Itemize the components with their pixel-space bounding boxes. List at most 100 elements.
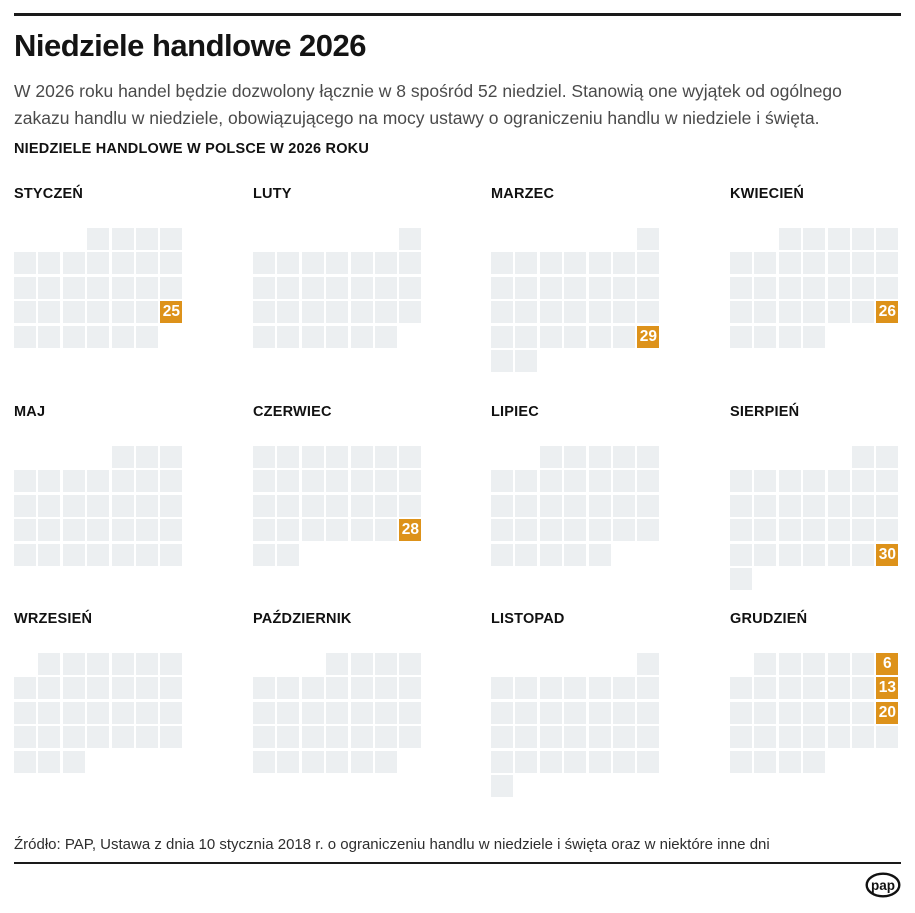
empty-cell: [589, 228, 611, 250]
day-cell: [588, 543, 611, 566]
day-cell: [637, 519, 660, 542]
day-cell: [111, 701, 134, 724]
day-cell: [160, 677, 183, 700]
day-cell: [564, 701, 587, 724]
day-cell: [253, 325, 275, 348]
day-cell: [87, 325, 110, 348]
day-cell: [612, 494, 635, 517]
day-cell: [612, 470, 635, 493]
month-title-styczen: STYCZEŃ: [14, 186, 84, 202]
trading-sunday-cell: 6: [876, 653, 899, 675]
day-cell: [851, 301, 874, 324]
day-cell: [301, 494, 324, 517]
day-cell: [564, 494, 587, 517]
day-cell: [851, 677, 874, 700]
day-cell: [326, 276, 349, 299]
day-cell: [876, 494, 899, 517]
day-cell: [350, 470, 373, 493]
month-luty: LUTY: [253, 187, 491, 405]
day-cell: [350, 325, 373, 348]
day-cell: [160, 494, 183, 517]
day-cell: [827, 494, 850, 517]
empty-cell: [515, 653, 537, 675]
month-title-listopad: LISTOPAD: [491, 611, 565, 627]
month-title-wrzesien: WRZESIEŃ: [14, 611, 93, 627]
day-cell: [160, 543, 183, 566]
day-cell: [515, 276, 538, 299]
day-cell: [111, 252, 134, 275]
day-cell: [350, 276, 373, 299]
day-cell: [111, 519, 134, 542]
page-title: Niedziele handlowe 2026: [14, 28, 367, 63]
day-cell: [564, 325, 587, 348]
day-cell: [491, 325, 513, 348]
months-grid: STYCZEŃ 25 LUTY MARZEC 29 KWIECIEŃ 26 MAJ CZERWI…: [14, 187, 901, 797]
day-cell: [253, 701, 275, 724]
day-cell: [612, 446, 635, 468]
day-cell: [803, 726, 826, 749]
day-cell: [301, 701, 324, 724]
day-cell: [350, 301, 373, 324]
day-cell: [564, 750, 587, 773]
day-cell: [111, 276, 134, 299]
day-cell: [491, 543, 513, 566]
month-listopad: LISTOPAD: [491, 612, 730, 797]
day-cell: [326, 252, 349, 275]
day-cell: [778, 726, 801, 749]
day-cell: [491, 519, 513, 542]
day-cell: [87, 677, 110, 700]
day-cell: [326, 726, 349, 749]
day-cell: [135, 276, 158, 299]
day-cell: [301, 677, 324, 700]
day-cell: [38, 543, 61, 566]
day-cell: [38, 726, 61, 749]
day-cell: [754, 701, 777, 724]
day-cell: [277, 276, 300, 299]
day-cell: [62, 494, 85, 517]
day-cell: [135, 726, 158, 749]
day-cell: [399, 252, 422, 275]
day-cell: [515, 494, 538, 517]
empty-cell: [253, 653, 275, 675]
day-cell: [399, 701, 422, 724]
empty-cell: [803, 446, 825, 468]
day-cell: [803, 701, 826, 724]
day-cell: [564, 519, 587, 542]
day-cell: [111, 470, 134, 493]
day-cell: [399, 726, 422, 749]
month-title-lipiec: LIPIEC: [491, 404, 539, 420]
section-header: NIEDZIELE HANDLOWE W POLSCE W 2026 ROKU: [14, 141, 370, 157]
day-cell: [326, 494, 349, 517]
month-maj: MAJ: [14, 405, 253, 612]
day-cell: [754, 677, 777, 700]
day-cell: [491, 774, 513, 797]
day-cell: [564, 470, 587, 493]
empty-cell: [613, 228, 635, 250]
month-sierpien: SIERPIEŃ 30: [730, 405, 901, 612]
day-cell: [135, 325, 158, 348]
source-line: Źródło: PAP, Ustawa z dnia 10 stycznia 2…: [14, 835, 770, 853]
empty-cell: [754, 228, 776, 250]
day-cell: [564, 446, 587, 468]
day-cell: [539, 276, 562, 299]
day-cell: [374, 276, 397, 299]
day-cell: [876, 228, 899, 250]
day-cell: [539, 494, 562, 517]
day-cell: [827, 519, 850, 542]
day-cell: [851, 701, 874, 724]
day-cell: [803, 750, 826, 773]
day-cell: [515, 726, 538, 749]
day-cell: [851, 252, 874, 275]
empty-cell: [828, 446, 850, 468]
day-cell: [730, 677, 752, 700]
empty-cell: [540, 228, 562, 250]
day-cell: [277, 701, 300, 724]
day-cell: [277, 726, 300, 749]
day-cell: [350, 653, 373, 675]
day-cell: [730, 726, 752, 749]
day-cell: [491, 726, 513, 749]
intro-line-2: zakazu handlu w niedziele, obowiązująceg…: [14, 108, 820, 128]
day-cell: [326, 470, 349, 493]
day-cell: [539, 470, 562, 493]
day-cell: [588, 301, 611, 324]
